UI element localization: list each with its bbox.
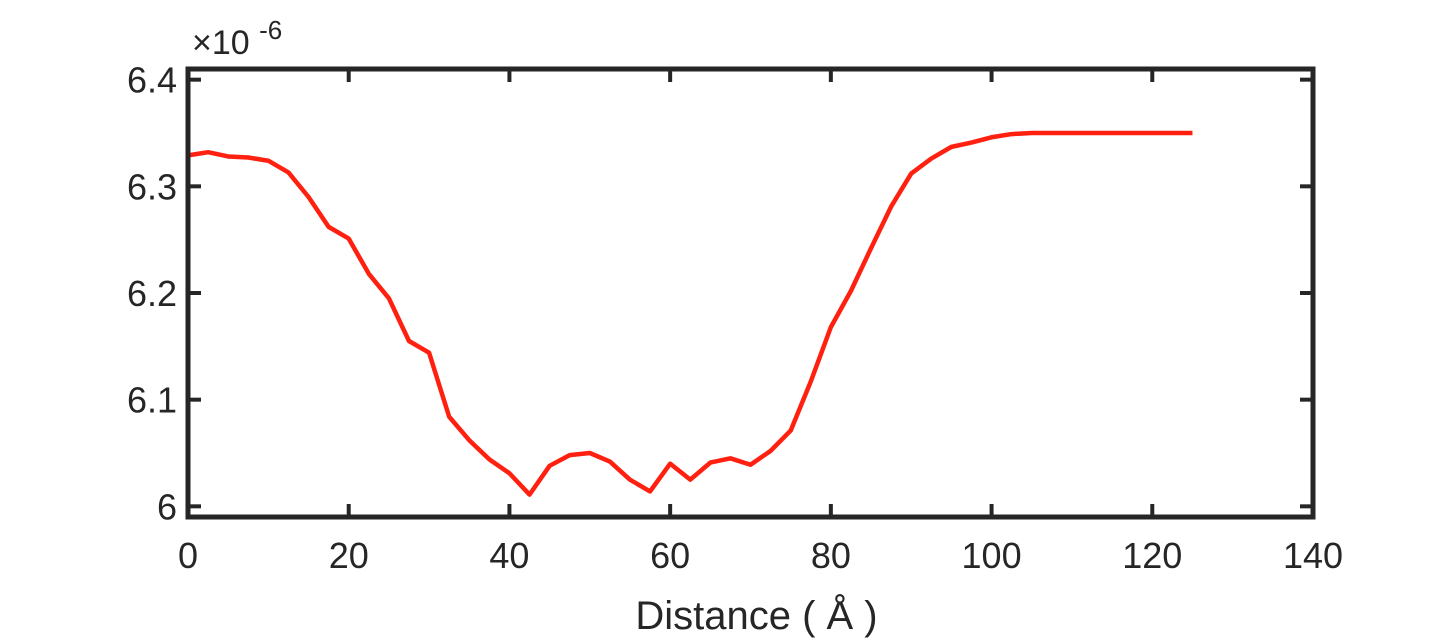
y-tick-label-3: 6.3 — [127, 166, 177, 207]
x-tick-label-6: 120 — [1122, 535, 1182, 576]
plot-background — [188, 69, 1313, 517]
x-tick-label-0: 0 — [178, 535, 198, 576]
x-tick-label-1: 20 — [329, 535, 369, 576]
y-exponent-base: ×10 — [192, 24, 250, 62]
y-tick-label-0: 6 — [157, 486, 177, 527]
series-layer — [187, 130, 1193, 497]
plot-area — [188, 69, 1313, 517]
y-exponent-power: -6 — [259, 15, 282, 45]
y-tick-label-1: 6.1 — [127, 380, 177, 421]
y-tick-label-4: 6.4 — [127, 60, 177, 101]
y-tick-label-2: 6.2 — [127, 273, 177, 314]
x-tick-label-7: 140 — [1283, 535, 1343, 576]
x-tick-label-5: 100 — [962, 535, 1022, 576]
ticks — [186, 69, 1315, 517]
x-tick-labels: 0 20 40 60 80 100 120 140 — [178, 535, 1343, 576]
x-tick-label-4: 80 — [811, 535, 851, 576]
y-tick-labels: 6 6.1 6.2 6.3 6.4 — [127, 60, 177, 528]
y-axis-exponent-label: ×10 -6 — [192, 15, 282, 62]
series-line-0 — [187, 130, 1193, 497]
x-tick-label-3: 60 — [650, 535, 690, 576]
x-axis-label: Distance ( Å ) — [635, 593, 877, 638]
x-tick-label-2: 40 — [489, 535, 529, 576]
